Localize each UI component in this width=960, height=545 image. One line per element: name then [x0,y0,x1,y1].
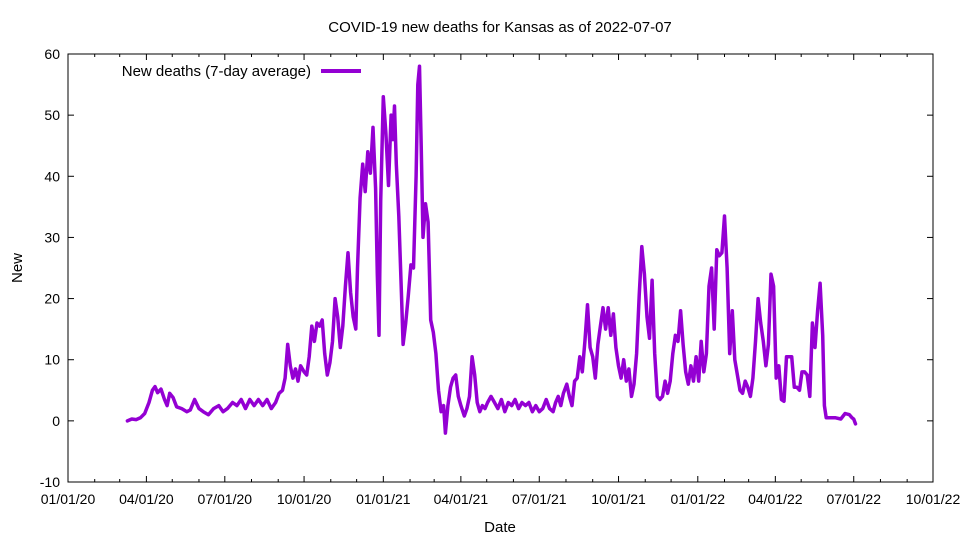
legend: New deaths (7-day average) [122,63,361,80]
x-tick-label: 01/01/21 [356,491,411,507]
x-tick-label: 07/01/22 [826,491,881,507]
y-axis: -10 0 10 20 30 40 50 60 [40,46,933,490]
x-tick-label: 04/01/20 [119,491,174,507]
x-tick-label: 07/01/21 [512,491,567,507]
x-tick-label: 10/01/20 [277,491,332,507]
y-tick-label: -10 [40,474,60,490]
series-line [125,64,858,435]
x-tick-label: 01/01/20 [41,491,96,507]
series-layer [125,64,858,435]
x-tick-label: 10/01/22 [906,491,960,507]
legend-label: New deaths (7-day average) [122,63,311,80]
x-tick-label: 07/01/20 [198,491,253,507]
y-tick-label: 30 [44,229,60,245]
x-tick-label: 01/01/22 [671,491,726,507]
y-axis-title: New [9,253,26,283]
x-axis-title: Date [484,519,516,536]
x-tick-label: 10/01/21 [591,491,646,507]
x-axis: 01/01/20 04/01/20 07/01/20 10/01/20 01/01/21… [41,54,960,507]
chart-title: COVID-19 new deaths for Kansas as of 202… [328,19,672,36]
y-tick-label: 0 [52,413,60,429]
x-tick-label: 04/01/21 [434,491,489,507]
y-tick-label: 40 [44,168,60,184]
y-tick-label: 10 [44,352,60,368]
y-tick-label: 50 [44,107,60,123]
y-tick-label: 20 [44,291,60,307]
x-tick-label: 04/01/22 [748,491,803,507]
plot-frame [67,53,934,483]
y-tick-label: 60 [44,46,60,62]
